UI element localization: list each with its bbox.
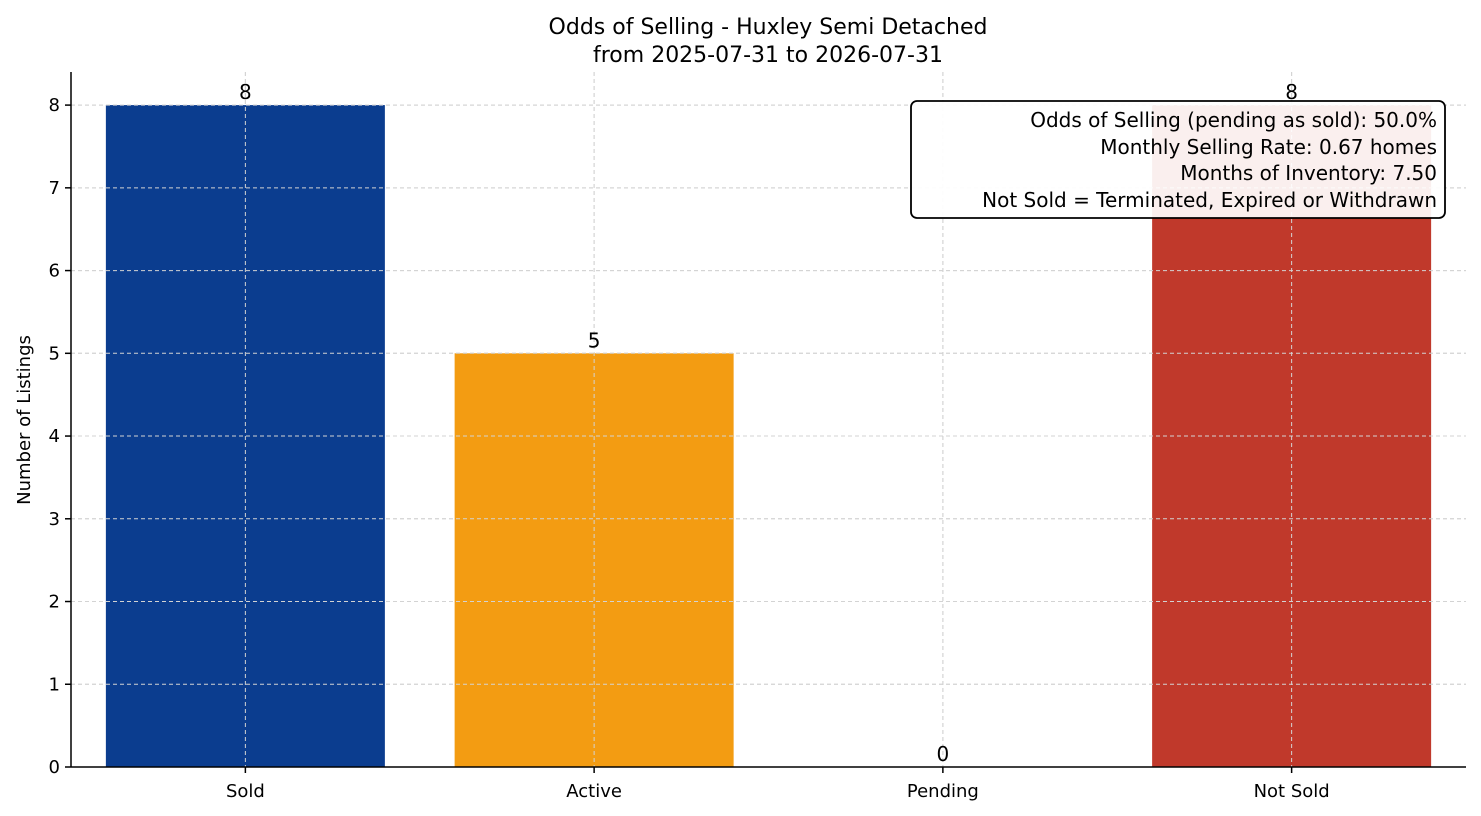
ticks: 0 1 2 3 4 5 6 7 8 Sold Active Pending Not Sold [49,95,1330,802]
y-tick-label: 7 [49,178,60,199]
y-tick-label: 4 [49,426,60,447]
bar-value-label: 0 [937,742,950,766]
chart-subtitle: from 2025-07-31 to 2026-07-31 [593,43,943,68]
y-tick-label: 8 [49,95,60,116]
y-tick-label: 2 [49,592,60,613]
data-labels: 8 5 0 8 [239,80,1298,766]
annotation-line-definition: Not Sold = Terminated, Expired or Withdr… [982,188,1437,212]
y-tick-label: 3 [49,509,60,530]
y-tick-label: 6 [49,261,60,282]
annotation-line-inventory: Months of Inventory: 7.50 [1180,161,1437,185]
y-tick-label: 0 [49,757,60,778]
annotation-line-rate: Monthly Selling Rate: 0.67 homes [1100,135,1437,159]
y-tick-label: 5 [49,343,60,364]
x-tick-label: Sold [226,781,265,802]
y-tick-label: 1 [49,674,60,695]
bar-value-label: 8 [1285,80,1298,104]
y-axis-label: Number of Listings [14,335,35,505]
x-tick-label: Active [566,781,622,802]
x-tick-label: Pending [907,781,979,802]
stats-annotation-box: Odds of Selling (pending as sold): 50.0%… [910,100,1446,219]
chart-title: Odds of Selling - Huxley Semi Detached [549,15,988,40]
x-tick-label: Not Sold [1254,781,1330,802]
bar-value-label: 5 [588,328,601,352]
annotation-frame [910,100,1446,219]
annotation-line-odds: Odds of Selling (pending as sold): 50.0% [1030,108,1437,132]
bar-value-label: 8 [239,80,252,104]
